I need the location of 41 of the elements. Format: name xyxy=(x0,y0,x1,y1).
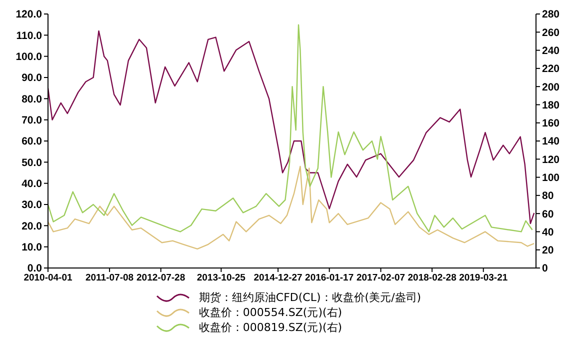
y2-tick-label: 100 xyxy=(542,172,560,184)
y-tick-label: 50.0 xyxy=(22,156,42,169)
y2-tick-label: 240 xyxy=(542,45,560,58)
x-tick-label: 2018-02-28 xyxy=(408,272,456,284)
x-tick-label: 2016-01-17 xyxy=(305,272,354,284)
x-tick-label: 2011-07-08 xyxy=(85,272,134,284)
y2-tick-label: 200 xyxy=(542,81,560,94)
y-tick-label: 0.0 xyxy=(27,262,42,275)
y-tick-label: 70.0 xyxy=(22,114,42,127)
x-tick-label: 2014-12-27 xyxy=(254,272,302,284)
legend-label: 收盘价：000819.SZ(元)(右) xyxy=(198,320,342,335)
y-tick-label: 60.0 xyxy=(22,136,42,148)
line-series xyxy=(48,166,535,250)
y-tick-label: 40.0 xyxy=(22,178,42,190)
legend-label: 收盘价：000554.SZ(元)(右) xyxy=(198,305,342,320)
y2-tick-label: 220 xyxy=(542,63,560,76)
y2-tick-label: 0 xyxy=(542,262,548,275)
x-tick-label: 2013-10-25 xyxy=(196,272,246,284)
x-tick-label: 2019-03-21 xyxy=(459,272,508,284)
y-tick-label: 120.0 xyxy=(16,8,42,21)
y2-tick-label: 80 xyxy=(542,190,554,202)
y2-tick-label: 280 xyxy=(542,8,560,21)
y2-tick-label: 40 xyxy=(542,226,554,238)
y2-tick-label: 180 xyxy=(542,99,560,112)
legend-label: 期货：纽约原油CFD(CL)：收盘价(美元/盎司) xyxy=(198,290,422,305)
y-tick-label: 10.0 xyxy=(22,242,42,254)
y2-tick-label: 20 xyxy=(542,244,554,257)
y2-tick-label: 140 xyxy=(542,136,560,148)
y2-tick-label: 260 xyxy=(542,26,560,39)
y2-tick-label: 60 xyxy=(542,208,554,220)
y-tick-label: 100.0 xyxy=(16,51,42,64)
y-tick-label: 80.0 xyxy=(22,93,42,106)
y-tick-label: 20.0 xyxy=(22,220,42,232)
x-tick-label: 2012-07-28 xyxy=(136,272,186,284)
x-tick-label: 2010-04-01 xyxy=(24,272,74,284)
y-tick-label: 90.0 xyxy=(22,72,42,84)
y2-tick-label: 120 xyxy=(542,154,560,166)
y-tick-label: 110.0 xyxy=(16,30,42,42)
x-tick-label: 2017-02-07 xyxy=(356,272,406,284)
y-tick-label: 30.0 xyxy=(22,199,42,212)
y2-tick-label: 160 xyxy=(542,118,560,130)
